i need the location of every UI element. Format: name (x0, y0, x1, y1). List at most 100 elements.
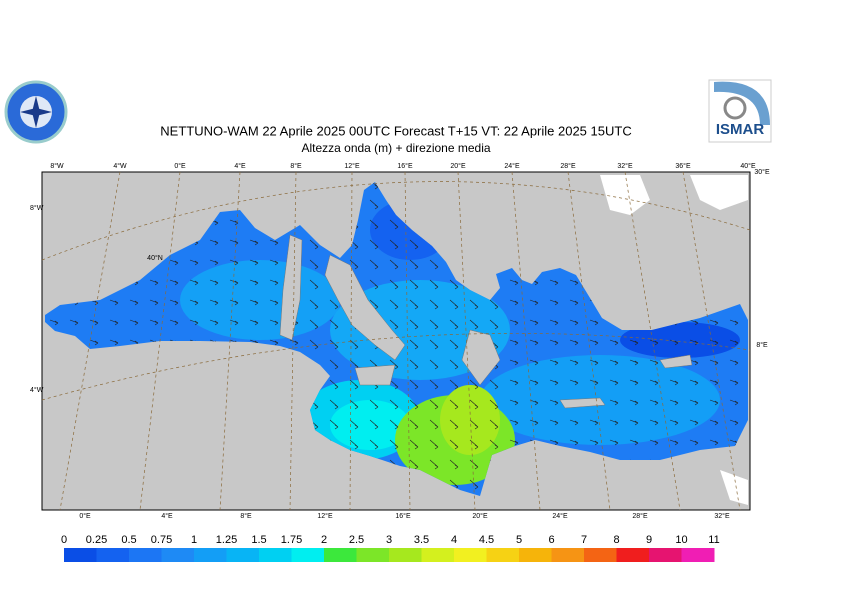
arrow (229, 299, 239, 306)
top-label: 8°W (50, 162, 64, 170)
arrow (389, 419, 399, 430)
arrow (469, 439, 479, 450)
arrow (49, 319, 59, 326)
arrow (229, 319, 239, 326)
arrow (369, 419, 379, 430)
colorbar-label: 1 (191, 534, 197, 546)
arrow (609, 419, 619, 426)
arrow (269, 239, 279, 246)
bottom-label: 0°E (79, 512, 91, 520)
arrow (589, 359, 599, 366)
arrow (329, 299, 339, 310)
arrow (509, 439, 519, 446)
bottom-label: 28°E (632, 512, 648, 520)
arrow (709, 359, 719, 366)
arrow (689, 399, 699, 406)
color-swatch (96, 548, 130, 562)
arrow (689, 379, 699, 386)
colorbar-label: 0 (61, 534, 67, 546)
arrow (429, 299, 439, 310)
arrow (329, 319, 339, 330)
logo-right: ISMAR (708, 79, 772, 143)
arrow (609, 359, 619, 366)
arrow (729, 339, 739, 346)
arrow (369, 399, 379, 410)
arrow (509, 359, 519, 366)
arrow (549, 319, 559, 326)
arrow (129, 299, 139, 306)
arrow (169, 319, 179, 326)
arrow (449, 439, 459, 450)
arrow (669, 439, 679, 446)
arrow (409, 459, 419, 470)
arrow (449, 279, 459, 290)
colorbar-label: 4.5 (479, 534, 494, 546)
arrow (369, 279, 379, 290)
arrow (689, 319, 699, 326)
arrow (469, 459, 479, 470)
arrow (309, 259, 319, 270)
logo-left (4, 80, 68, 144)
arrow (709, 439, 719, 446)
arrow (489, 319, 499, 330)
colorbar-label: 4 (451, 534, 457, 546)
arrow (489, 379, 499, 390)
arrow (389, 299, 399, 310)
arrow (469, 299, 479, 310)
arrow (269, 259, 279, 266)
color-swatch (454, 548, 487, 562)
top-label: 36°E (675, 162, 691, 170)
arrow (609, 399, 619, 406)
arrow (429, 279, 439, 290)
colorbar: 0 0.25 0.5 0.75 1 1.25 1.5 1.75 2 2.5 3 3.5 4 4.5 5 6 7 8… (61, 534, 720, 562)
arrow (369, 259, 379, 270)
arrow (409, 279, 419, 290)
colorbar-label: 1.25 (216, 534, 237, 546)
arrow (109, 299, 119, 306)
arrow (309, 299, 319, 310)
arrow (529, 319, 539, 326)
arrow (729, 379, 739, 386)
arrow (449, 379, 459, 390)
arrow (429, 259, 439, 270)
arrow (369, 182, 379, 190)
colorbar-label: 5 (516, 534, 522, 546)
arrow (649, 379, 659, 386)
arrow (569, 279, 579, 286)
top-label: 4°E (234, 162, 246, 170)
logo-text: ISMAR (716, 121, 765, 138)
top-label: 24°E (504, 162, 520, 170)
top-label: 4°W (113, 162, 127, 170)
arrow (689, 439, 699, 446)
arrow (429, 319, 439, 330)
arrow (509, 299, 519, 306)
map: 8°W 4°W 0°E 4°E 8°E 12°E 16°E 20°E 24°E 28°E 32°E 3… (30, 162, 770, 520)
arrow (729, 419, 739, 426)
arrow (529, 419, 539, 426)
arrow (449, 399, 459, 410)
top-label: 12°E (344, 162, 360, 170)
arrow (269, 279, 279, 286)
color-swatch (291, 548, 325, 562)
color-swatch (324, 548, 357, 562)
color-swatch (616, 548, 650, 562)
color-swatch (551, 548, 585, 562)
arrow (189, 279, 199, 286)
top-label: 8°E (290, 162, 302, 170)
arrow (549, 339, 559, 346)
arrow (509, 339, 519, 346)
right-label: 30°E (754, 168, 770, 176)
arrow (529, 299, 539, 306)
color-swatch (584, 548, 617, 562)
arrow (369, 439, 379, 450)
arrow (469, 319, 479, 330)
arrow (409, 299, 419, 310)
color-swatch (226, 548, 260, 562)
arrow (669, 419, 679, 426)
color-swatch (389, 548, 422, 562)
arrow (509, 379, 519, 386)
arrow (629, 439, 639, 446)
arrow (389, 399, 399, 410)
arrow (209, 319, 219, 326)
colorbar-label: 7 (581, 534, 587, 546)
